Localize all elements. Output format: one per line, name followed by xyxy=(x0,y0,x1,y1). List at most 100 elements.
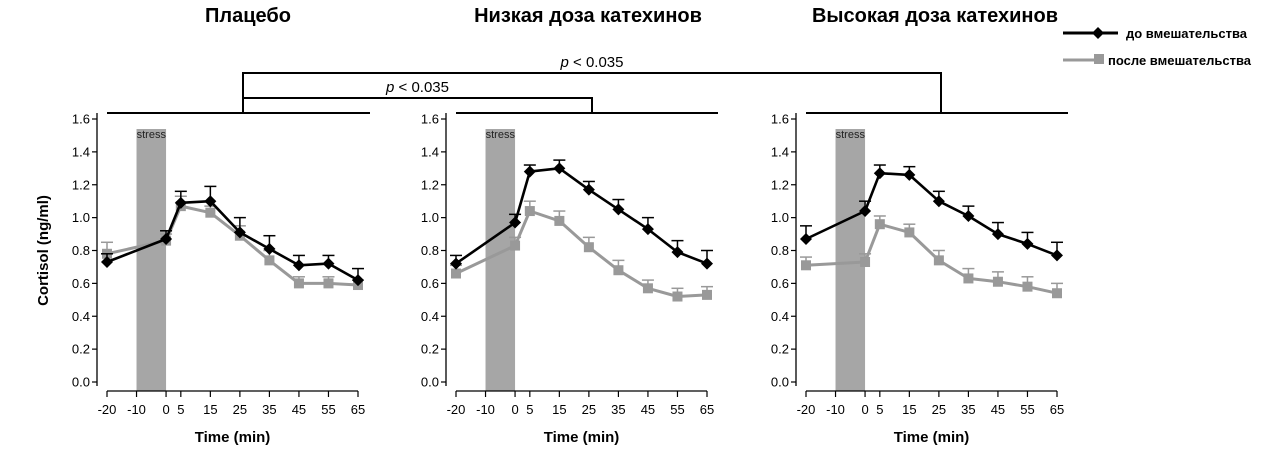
data-point xyxy=(933,255,944,266)
x-tick-label: 0 xyxy=(162,402,169,417)
data-point xyxy=(352,274,364,287)
data-point xyxy=(800,232,812,245)
p-value-label: p < 0.035 xyxy=(560,54,624,71)
bracket-line xyxy=(242,72,942,113)
y-tick-label: 0.8 xyxy=(421,243,439,258)
y-tick-label: 0.4 xyxy=(72,309,90,324)
data-point xyxy=(451,268,461,279)
data-point xyxy=(1022,281,1033,292)
x-tick-label: 65 xyxy=(351,402,365,417)
x-axis-label: Time (min) xyxy=(195,429,271,446)
data-point xyxy=(903,168,916,181)
data-point xyxy=(963,273,974,284)
x-tick-label: -10 xyxy=(476,402,495,417)
chart-panel: Высокая доза катехинов stress 0.0 0.2 0.4 0.6… xyxy=(771,5,1068,446)
data-point xyxy=(264,255,275,266)
data-point xyxy=(174,196,187,209)
y-tick-label: 1.0 xyxy=(72,210,90,225)
x-tick-label: 45 xyxy=(991,402,1005,417)
legend-before-marker xyxy=(1092,27,1104,39)
y-tick-label: 1.6 xyxy=(72,112,90,127)
x-tick-label: 65 xyxy=(700,402,714,417)
x-tick-label: 45 xyxy=(292,402,306,417)
x-tick-label: 55 xyxy=(321,402,335,417)
comparison-bracket: p < 0.035 xyxy=(242,79,593,113)
comparison-brackets: p < 0.035 p < 0.035 xyxy=(242,54,942,113)
chart-panel: Плацебо stress 0.0 0.2 0.4 0.6 0.8 1.0 1.2 1.4 1.6… xyxy=(35,5,370,446)
data-point xyxy=(263,242,276,255)
data-point xyxy=(292,259,305,272)
data-point xyxy=(801,260,811,271)
panel-title: Плацебо xyxy=(205,5,291,27)
data-point xyxy=(904,227,915,238)
data-point xyxy=(553,162,566,175)
x-tick-label: 35 xyxy=(961,402,975,417)
y-tick-label: 0.8 xyxy=(771,243,789,258)
x-tick-label: 25 xyxy=(582,402,596,417)
p-value-label: p < 0.035 xyxy=(385,79,449,96)
data-point xyxy=(613,265,624,276)
data-point xyxy=(1052,288,1062,299)
y-axis-label: Cortisol (ng/ml) xyxy=(35,195,52,306)
x-tick-label: 5 xyxy=(177,402,184,417)
data-point xyxy=(612,203,625,216)
x-axis-label: Time (min) xyxy=(544,429,620,446)
data-point xyxy=(991,228,1004,241)
stress-band xyxy=(136,129,167,391)
data-point xyxy=(1051,249,1063,262)
y-tick-label: 1.4 xyxy=(421,144,439,159)
y-tick-label: 0.2 xyxy=(72,342,90,357)
data-point xyxy=(524,206,535,217)
data-point xyxy=(554,215,565,226)
data-point xyxy=(322,257,335,270)
data-point xyxy=(702,289,712,300)
chart-panels: Плацебо stress 0.0 0.2 0.4 0.6 0.8 1.0 1.2 1.4 1.6… xyxy=(35,5,1068,446)
legend-after-label: после вмешательства xyxy=(1108,53,1252,68)
stress-label: stress xyxy=(836,129,866,141)
data-point xyxy=(671,246,684,259)
x-tick-label: 35 xyxy=(611,402,625,417)
series-before xyxy=(101,185,364,287)
y-tick-label: 0.8 xyxy=(72,243,90,258)
data-point xyxy=(962,209,975,222)
data-point xyxy=(450,257,462,270)
data-point xyxy=(992,276,1003,287)
y-tick-label: 1.2 xyxy=(72,177,90,192)
p-symbol: p xyxy=(560,54,569,71)
data-point xyxy=(641,223,654,236)
x-tick-label: 5 xyxy=(526,402,533,417)
x-tick-label: 15 xyxy=(902,402,916,417)
y-tick-label: 1.6 xyxy=(421,112,439,127)
data-point xyxy=(582,183,595,196)
data-point xyxy=(293,278,304,289)
x-tick-label: 45 xyxy=(641,402,655,417)
stress-band xyxy=(485,129,516,391)
legend-after-marker xyxy=(1094,54,1104,64)
series-before xyxy=(800,164,1063,262)
data-point xyxy=(509,216,522,229)
x-axis-label: Time (min) xyxy=(894,429,970,446)
x-tick-label: 0 xyxy=(511,402,518,417)
data-point xyxy=(160,232,173,245)
y-tick-label: 1.2 xyxy=(771,177,789,192)
series-after xyxy=(800,215,1063,299)
data-point xyxy=(523,165,536,178)
x-tick-label: -20 xyxy=(797,402,816,417)
data-point xyxy=(510,240,521,251)
y-tick-label: 1.4 xyxy=(771,144,789,159)
stress-label: stress xyxy=(137,129,167,141)
x-tick-label: -20 xyxy=(98,402,117,417)
stress-label: stress xyxy=(486,129,516,141)
x-tick-label: -10 xyxy=(826,402,845,417)
data-point xyxy=(860,257,871,268)
x-tick-label: 65 xyxy=(1050,402,1064,417)
x-tick-label: 55 xyxy=(1020,402,1034,417)
y-tick-label: 1.6 xyxy=(771,112,789,127)
chart-panel: Низкая доза катехинов stress 0.0 0.2 0.4 0.6 0… xyxy=(421,5,718,446)
x-tick-label: 0 xyxy=(861,402,868,417)
y-tick-label: 0.0 xyxy=(771,375,789,390)
x-tick-label: -20 xyxy=(447,402,466,417)
y-tick-label: 0.0 xyxy=(72,375,90,390)
x-tick-label: 15 xyxy=(552,402,566,417)
series-after xyxy=(450,200,713,302)
